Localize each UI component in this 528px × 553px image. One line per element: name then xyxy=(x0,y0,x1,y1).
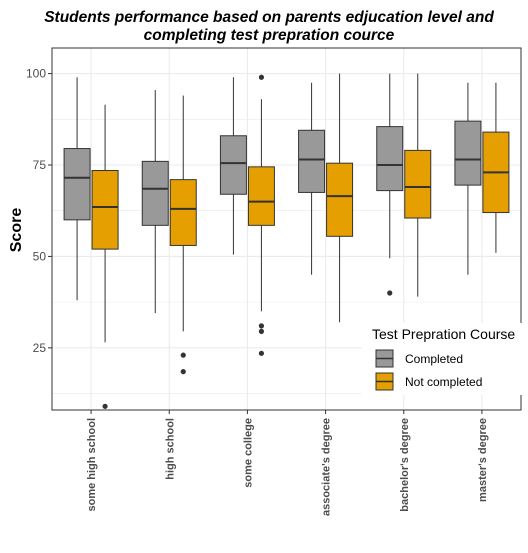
outlier-point xyxy=(102,403,108,409)
box-iqr xyxy=(63,148,91,221)
panel-border xyxy=(51,47,522,411)
box-not-completed-5 xyxy=(482,82,510,253)
x-tick-label: associate's degree xyxy=(321,418,333,516)
outlier-point xyxy=(258,323,265,329)
outlier-point xyxy=(258,74,265,80)
y-tick-label: 25 xyxy=(33,341,47,355)
box-not-completed-2 xyxy=(247,74,275,356)
box-iqr xyxy=(298,129,326,193)
box-iqr xyxy=(141,160,169,226)
box-iqr xyxy=(454,120,482,186)
outlier-point xyxy=(258,328,265,334)
legend: Test Prepration Course Completed Not compl… xyxy=(362,323,524,395)
plot-area: 25 50 75 100 some high school high school some… xyxy=(26,47,524,516)
box-iqr xyxy=(91,169,119,250)
x-tick-label: master's degree xyxy=(477,418,489,502)
y-tick-label: 100 xyxy=(26,67,46,81)
legend-title: Test Prepration Course xyxy=(372,326,515,342)
box-iqr xyxy=(326,162,354,237)
y-tick-label: 75 xyxy=(33,158,47,172)
box-completed-5 xyxy=(454,82,482,275)
box-not-completed-3 xyxy=(326,73,354,323)
y-tick-label: 50 xyxy=(33,249,47,263)
x-tick-label: bachelor's degree xyxy=(399,418,411,512)
box-iqr xyxy=(247,166,275,226)
box-completed-1 xyxy=(141,90,169,314)
box-not-completed-1 xyxy=(169,95,197,375)
chart-title-line-2: completing test prepration cource xyxy=(144,27,395,44)
box-completed-0 xyxy=(63,77,91,301)
box-completed-2 xyxy=(219,77,247,255)
box-completed-3 xyxy=(298,82,326,275)
x-tick-label: some college xyxy=(242,418,254,488)
box-not-completed-0 xyxy=(91,104,119,409)
legend-label: Completed xyxy=(405,352,463,366)
box-not-completed-4 xyxy=(404,73,432,297)
outlier-point xyxy=(180,352,186,358)
x-tick-label: some high school xyxy=(86,418,98,512)
outlier-point xyxy=(180,369,186,375)
box-iqr xyxy=(219,135,247,195)
box-completed-4 xyxy=(376,73,404,296)
outlier-point xyxy=(258,350,265,356)
box-iqr xyxy=(169,179,197,246)
legend-label: Not completed xyxy=(405,375,482,389)
box-iqr xyxy=(376,126,404,192)
y-axis-label: Score xyxy=(8,208,25,253)
outlier-point xyxy=(387,290,393,296)
x-tick-label: high school xyxy=(164,418,176,480)
box-iqr xyxy=(404,149,432,219)
chart-title-line-1: Students performance based on parents ed… xyxy=(44,9,494,26)
